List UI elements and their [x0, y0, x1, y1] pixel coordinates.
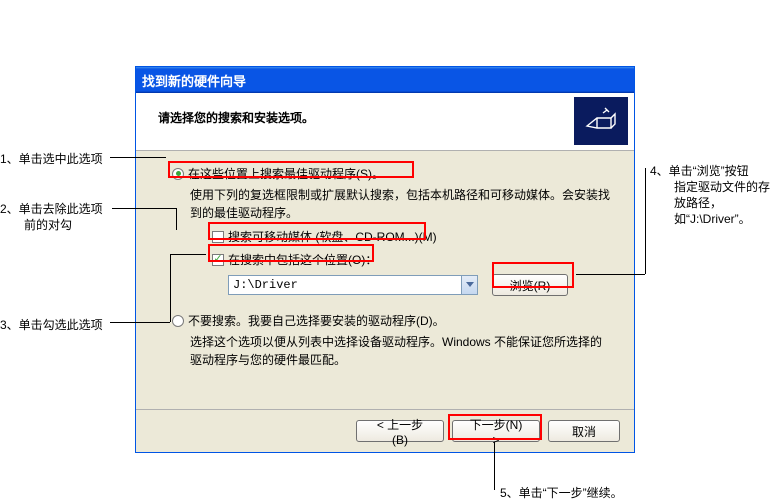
- radio1-desc: 使用下列的复选框限制或扩展默认搜索，包括本机路径和可移动媒体。会安装找到的最佳驱…: [190, 186, 612, 222]
- next-button[interactable]: 下一步(N) >: [452, 420, 540, 442]
- radio-dont-search[interactable]: 不要搜索。我要自己选择要安装的驱动程序(D)。: [172, 312, 612, 329]
- annotation-5-line: [494, 442, 495, 490]
- hardware-wizard-dialog: 找到新的硬件向导 请选择您的搜索和安装选项。 在这些位置上搜索最佳驱动: [135, 66, 635, 453]
- dialog-titlebar[interactable]: 找到新的硬件向导: [136, 67, 634, 93]
- cancel-button[interactable]: 取消: [548, 420, 620, 442]
- annotation-4-line3: 放路径，: [674, 194, 722, 211]
- annotation-3-hline2: [170, 254, 206, 255]
- annotation-2-line2: 前的对勾: [24, 216, 72, 233]
- radio-icon-unselected: [172, 315, 184, 327]
- annotation-2-vline: [176, 208, 177, 230]
- annotation-2-line1: 2、单击去除此选项: [0, 200, 103, 217]
- dialog-title: 找到新的硬件向导: [142, 71, 246, 90]
- combo-value: J:\Driver: [233, 278, 298, 292]
- dialog-footer: < 上一步(B) 下一步(N) > 取消: [136, 410, 634, 452]
- checkbox-include-location[interactable]: ✓ 在搜索中包括这个位置(O)：: [212, 251, 612, 268]
- radio-icon-selected: [172, 168, 184, 180]
- checkbox-icon-checked: ✓: [212, 254, 224, 266]
- back-button[interactable]: < 上一步(B): [356, 420, 444, 442]
- annotation-3: 3、单击勾选此选项: [0, 316, 103, 333]
- annotation-3-hline: [110, 322, 170, 323]
- checkbox-removable-media[interactable]: 搜索可移动媒体 (软盘、CD-ROM...)(M): [212, 228, 612, 245]
- annotation-4-line1: 4、单击“浏览”按钮: [650, 162, 749, 179]
- radio2-desc: 选择这个选项以便从列表中选择设备驱动程序。Windows 不能保证您所选择的驱动…: [190, 333, 612, 369]
- dialog-content: 在这些位置上搜索最佳驱动程序(S)。 使用下列的复选框限制或扩展默认搜索，包括本…: [136, 151, 634, 369]
- annotation-4-hline: [576, 274, 645, 275]
- dialog-header: 请选择您的搜索和安装选项。: [136, 93, 634, 151]
- annotation-1-line: [110, 157, 166, 158]
- annotation-4-vline: [645, 168, 646, 274]
- location-combo-row: J:\Driver 浏览(R): [228, 274, 612, 296]
- check1-label: 搜索可移动媒体 (软盘、CD-ROM...)(M): [228, 228, 437, 245]
- browse-button[interactable]: 浏览(R): [492, 274, 568, 296]
- annotation-3-vline: [170, 254, 171, 322]
- dialog-heading: 请选择您的搜索和安装选项。: [158, 109, 314, 126]
- radio-search-locations[interactable]: 在这些位置上搜索最佳驱动程序(S)。: [172, 165, 612, 182]
- location-combobox[interactable]: J:\Driver: [228, 275, 478, 295]
- dialog-body: 请选择您的搜索和安装选项。 在这些位置上搜索最佳驱动程序(S)。 使用下列的复: [136, 93, 634, 369]
- annotation-4-line2: 指定驱动文件的存: [674, 178, 770, 195]
- hardware-wizard-icon: [574, 97, 628, 145]
- checkbox-icon-unchecked: [212, 231, 224, 243]
- annotation-1: 1、单击选中此选项: [0, 150, 103, 167]
- chevron-down-icon[interactable]: [461, 276, 477, 294]
- annotation-4-line4: 如“J:\Driver”。: [674, 210, 751, 227]
- radio1-label: 在这些位置上搜索最佳驱动程序(S)。: [188, 165, 384, 182]
- annotation-5: 5、单击“下一步”继续。: [500, 484, 623, 501]
- check2-label: 在搜索中包括这个位置(O)：: [228, 251, 377, 268]
- annotation-2-hline: [112, 208, 176, 209]
- radio2-label: 不要搜索。我要自己选择要安装的驱动程序(D)。: [188, 312, 445, 329]
